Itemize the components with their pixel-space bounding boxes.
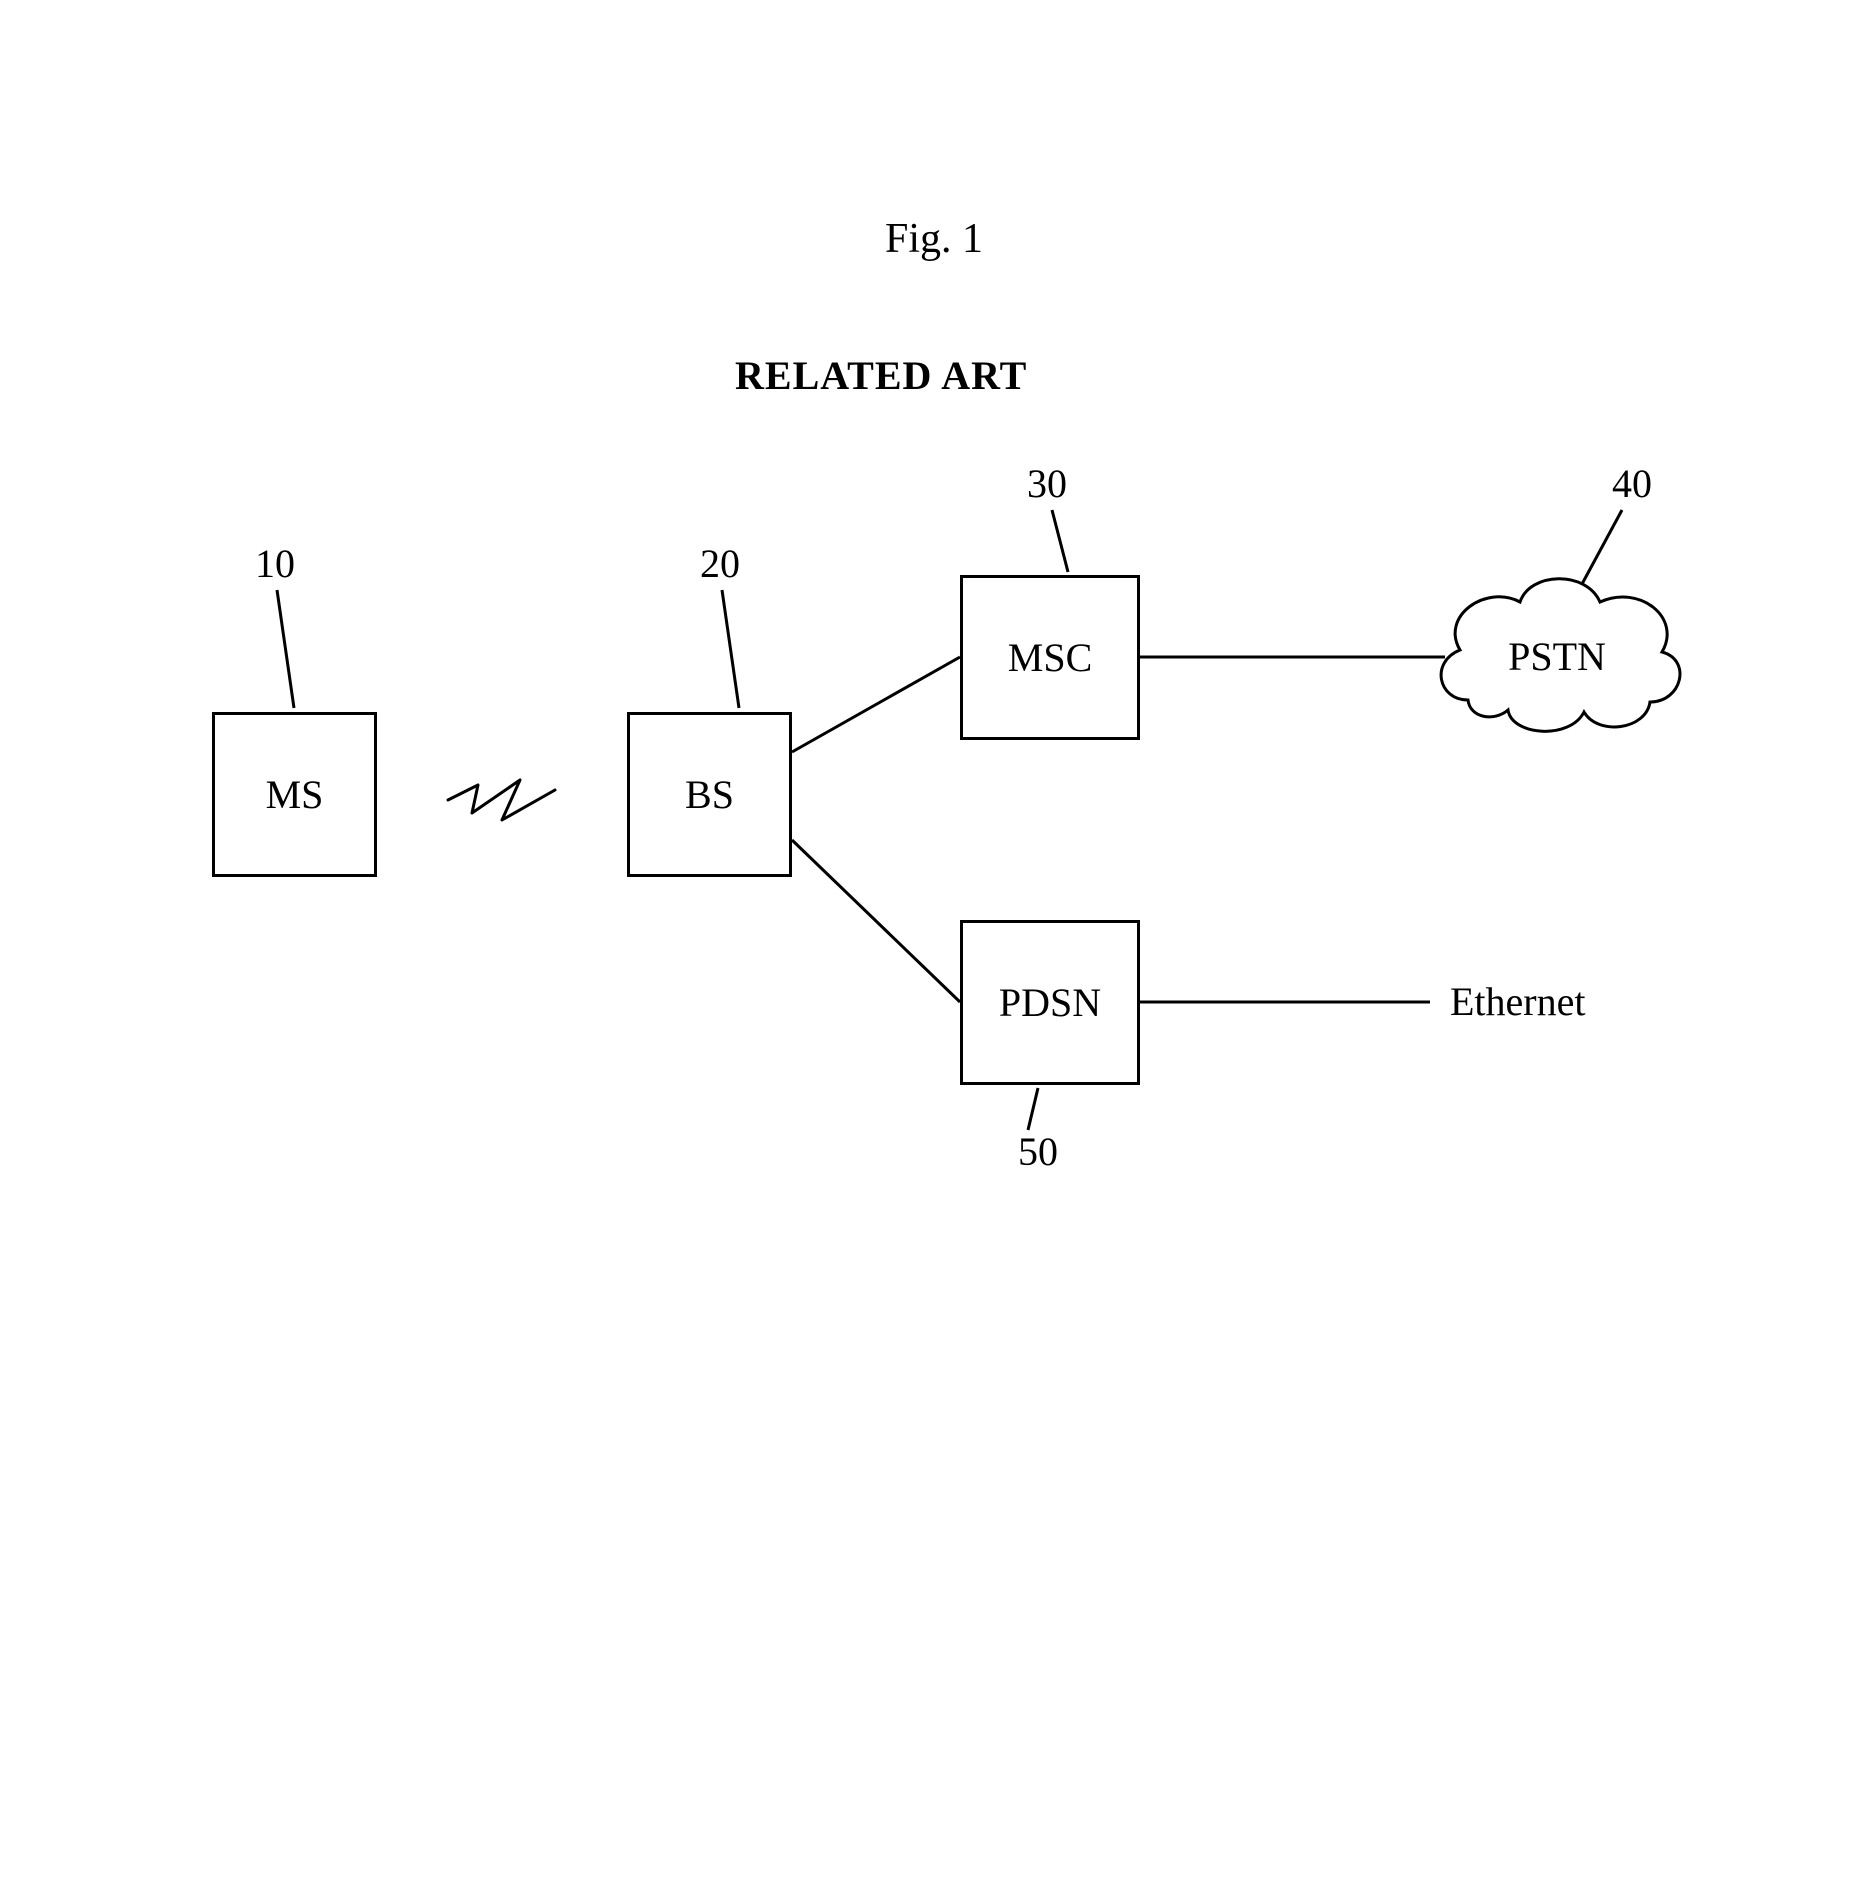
wireless-link-icon [448,780,555,820]
lead-bs [722,590,739,708]
diagram-lines: PSTN [0,0,1855,1877]
lead-ms [277,590,294,708]
lead-msc [1052,510,1068,572]
lead-pstn [1582,510,1622,584]
edge-bs-msc [792,657,960,752]
edge-bs-pdsn [792,840,960,1002]
node-pstn-label: PSTN [1508,634,1606,679]
lead-pdsn [1028,1088,1038,1130]
